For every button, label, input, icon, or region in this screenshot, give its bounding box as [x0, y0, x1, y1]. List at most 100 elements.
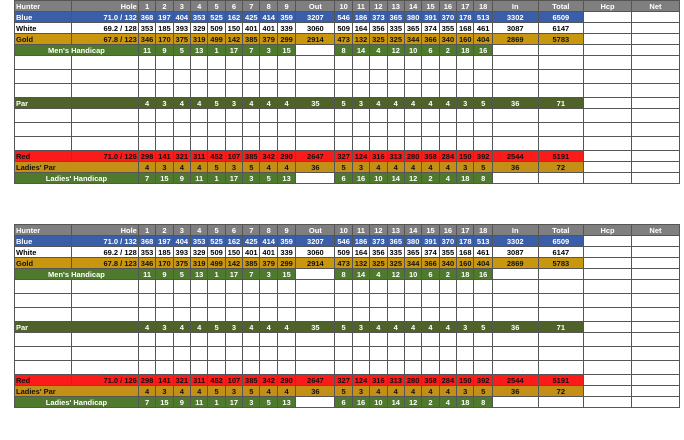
score-entry-cell[interactable]: [242, 122, 261, 137]
score-entry-cell[interactable]: [456, 69, 475, 84]
score-entry-cell[interactable]: [473, 279, 493, 294]
score-entry-cell[interactable]: [155, 108, 174, 123]
score-entry-cell[interactable]: [438, 346, 458, 361]
score-entry-cell[interactable]: [473, 346, 493, 361]
score-entry-cell[interactable]: [295, 83, 336, 98]
score-entry-cell[interactable]: [207, 69, 226, 84]
score-entry-cell[interactable]: [421, 136, 440, 151]
score-entry-cell[interactable]: [438, 136, 458, 151]
score-entry-cell[interactable]: [276, 360, 297, 375]
score-entry-cell[interactable]: [583, 360, 632, 375]
score-entry-cell[interactable]: [351, 360, 371, 375]
mens-handicap-row-cell-net[interactable]: [630, 268, 681, 280]
score-entry-cell[interactable]: [537, 69, 585, 84]
score-entry-cell[interactable]: [259, 346, 278, 361]
score-entry-cell[interactable]: [172, 108, 191, 123]
score-entry-cell[interactable]: [172, 293, 191, 308]
score-entry-cell[interactable]: [334, 136, 353, 151]
score-entry-cell[interactable]: [207, 332, 226, 347]
score-entry-cell[interactable]: [155, 360, 174, 375]
score-entry-cell[interactable]: [155, 83, 174, 98]
par-cell-net[interactable]: [630, 97, 681, 109]
gold-cell-hcp[interactable]: [583, 33, 632, 45]
score-entry-cell[interactable]: [224, 332, 244, 347]
score-entry-cell[interactable]: [137, 136, 157, 151]
score-entry-cell[interactable]: [207, 122, 226, 137]
score-entry-cell[interactable]: [456, 55, 475, 70]
score-entry-cell[interactable]: [369, 279, 388, 294]
blue-cell-net[interactable]: [630, 11, 681, 23]
score-entry-cell[interactable]: [224, 108, 244, 123]
score-entry-cell[interactable]: [491, 293, 539, 308]
gold-cell-net[interactable]: [630, 257, 681, 269]
mens-handicap-row-cell-in[interactable]: [491, 268, 539, 280]
score-entry-cell[interactable]: [537, 307, 585, 322]
score-entry-cell[interactable]: [242, 332, 261, 347]
score-entry-cell[interactable]: [630, 69, 681, 84]
score-entry-cell[interactable]: [369, 332, 388, 347]
score-entry-cell[interactable]: [242, 136, 261, 151]
gold-cell-net[interactable]: [630, 33, 681, 45]
blue-cell-net[interactable]: [630, 235, 681, 247]
score-entry-cell[interactable]: [386, 346, 405, 361]
score-entry-cell[interactable]: [491, 83, 539, 98]
ladies-handicap-row-cell-total[interactable]: [537, 396, 585, 408]
score-entry-cell[interactable]: [630, 136, 681, 151]
score-entry-cell[interactable]: [630, 108, 681, 123]
score-entry-cell[interactable]: [438, 307, 458, 322]
ladies-handicap-row-cell-hcp[interactable]: [583, 396, 632, 408]
score-entry-cell[interactable]: [334, 108, 353, 123]
score-entry-cell[interactable]: [207, 136, 226, 151]
score-entry-cell[interactable]: [276, 307, 297, 322]
score-entry-cell[interactable]: [351, 122, 371, 137]
score-entry-cell[interactable]: [224, 307, 244, 322]
score-entry-cell[interactable]: [438, 293, 458, 308]
score-entry-cell[interactable]: [242, 69, 261, 84]
score-entry-cell[interactable]: [207, 307, 226, 322]
score-entry-cell[interactable]: [155, 55, 174, 70]
score-entry-cell[interactable]: [537, 360, 585, 375]
score-entry-cell[interactable]: [491, 136, 539, 151]
par-cell-hcp[interactable]: [583, 321, 632, 333]
score-entry-cell[interactable]: [189, 307, 209, 322]
score-entry-cell[interactable]: [583, 307, 632, 322]
score-entry-cell[interactable]: [456, 332, 475, 347]
score-entry-cell[interactable]: [403, 360, 423, 375]
score-entry-cell[interactable]: [403, 55, 423, 70]
score-entry-cell[interactable]: [295, 69, 336, 84]
ladies-par-cell-net[interactable]: [630, 385, 681, 397]
score-entry-cell[interactable]: [155, 346, 174, 361]
score-entry-cell[interactable]: [224, 360, 244, 375]
score-entry-cell[interactable]: [224, 69, 244, 84]
score-entry-cell[interactable]: [155, 136, 174, 151]
score-entry-cell[interactable]: [369, 122, 388, 137]
white-cell-net[interactable]: [630, 246, 681, 258]
score-entry-cell[interactable]: [421, 122, 440, 137]
score-entry-cell[interactable]: [259, 279, 278, 294]
score-entry-cell[interactable]: [334, 346, 353, 361]
score-entry-cell[interactable]: [438, 332, 458, 347]
mens-handicap-row-cell-in[interactable]: [491, 44, 539, 56]
score-entry-cell[interactable]: [386, 279, 405, 294]
score-entry-cell[interactable]: [456, 360, 475, 375]
score-entry-cell[interactable]: [537, 279, 585, 294]
score-entry-cell[interactable]: [421, 346, 440, 361]
score-entry-cell[interactable]: [207, 346, 226, 361]
score-entry-cell[interactable]: [242, 83, 261, 98]
score-entry-cell[interactable]: [403, 108, 423, 123]
score-entry-cell[interactable]: [207, 293, 226, 308]
score-entry-cell[interactable]: [351, 332, 371, 347]
score-entry-cell[interactable]: [351, 55, 371, 70]
score-entry-cell[interactable]: [295, 307, 336, 322]
score-entry-cell[interactable]: [334, 332, 353, 347]
score-entry-cell[interactable]: [172, 83, 191, 98]
gold-cell-hcp[interactable]: [583, 257, 632, 269]
score-entry-cell[interactable]: [369, 307, 388, 322]
score-entry-cell[interactable]: [386, 55, 405, 70]
score-entry-cell[interactable]: [583, 293, 632, 308]
score-entry-cell[interactable]: [189, 55, 209, 70]
score-entry-cell[interactable]: [224, 122, 244, 137]
score-entry-cell[interactable]: [369, 346, 388, 361]
ladies-handicap-row-cell-in[interactable]: [491, 172, 539, 184]
score-entry-cell[interactable]: [369, 360, 388, 375]
